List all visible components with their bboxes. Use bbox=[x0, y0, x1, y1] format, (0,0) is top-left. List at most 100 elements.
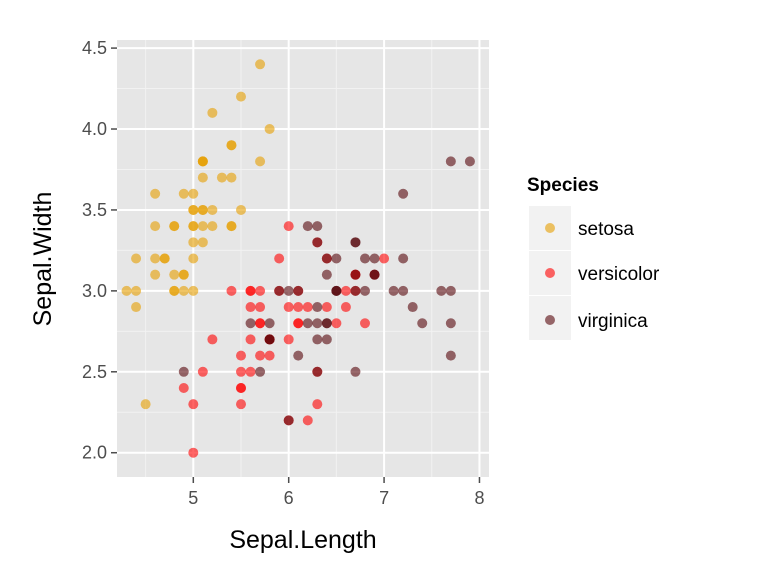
point-versicolor bbox=[188, 399, 199, 410]
point-setosa bbox=[188, 188, 199, 199]
point-virginica bbox=[283, 415, 294, 426]
point-versicolor bbox=[245, 334, 256, 345]
point-setosa bbox=[169, 285, 180, 296]
point-setosa bbox=[131, 253, 142, 264]
y-axis-title: Sepal.Width bbox=[29, 192, 57, 327]
point-setosa bbox=[188, 285, 199, 296]
point-virginica bbox=[360, 285, 370, 296]
point-versicolor bbox=[207, 334, 218, 345]
point-setosa bbox=[169, 269, 180, 280]
point-setosa bbox=[197, 237, 208, 248]
point-setosa bbox=[188, 237, 199, 248]
point-setosa bbox=[131, 285, 142, 296]
point-setosa bbox=[188, 253, 199, 264]
point-virginica bbox=[274, 285, 285, 296]
legend-label: versicolor bbox=[578, 264, 660, 285]
point-setosa bbox=[197, 156, 208, 167]
point-virginica bbox=[360, 253, 370, 264]
point-virginica bbox=[436, 285, 447, 296]
y-tick-label: 3.5 bbox=[82, 200, 107, 220]
point-setosa bbox=[188, 221, 199, 232]
point-versicolor bbox=[197, 366, 208, 377]
point-virginica bbox=[302, 318, 313, 329]
point-setosa bbox=[207, 204, 218, 215]
point-versicolor bbox=[255, 350, 266, 361]
point-virginica bbox=[178, 366, 189, 377]
point-versicolor bbox=[340, 285, 351, 296]
point-setosa bbox=[197, 172, 208, 183]
point-virginica bbox=[264, 318, 275, 329]
point-virginica bbox=[255, 366, 266, 377]
point-virginica bbox=[312, 366, 323, 377]
y-tick-label: 2.5 bbox=[82, 362, 107, 382]
point-setosa bbox=[197, 221, 208, 232]
point-versicolor bbox=[360, 318, 370, 329]
point-virginica bbox=[312, 237, 323, 248]
point-virginica bbox=[445, 285, 456, 296]
x-axis-title: Sepal.Length bbox=[229, 526, 376, 554]
point-versicolor bbox=[255, 302, 266, 313]
y-tick-label: 2.0 bbox=[82, 443, 107, 463]
legend: Species setosa versicolor virginica bbox=[527, 175, 660, 340]
point-virginica bbox=[312, 302, 323, 313]
point-virginica bbox=[445, 350, 456, 361]
point-setosa bbox=[236, 204, 246, 215]
point-versicolor bbox=[236, 399, 246, 410]
point-versicolor bbox=[293, 302, 304, 313]
point-setosa bbox=[159, 253, 170, 264]
point-virginica bbox=[398, 188, 409, 199]
point-virginica bbox=[398, 285, 409, 296]
point-versicolor bbox=[236, 382, 246, 393]
legend-item-virginica: virginica bbox=[529, 296, 648, 340]
point-setosa bbox=[216, 172, 227, 183]
point-versicolor bbox=[226, 285, 237, 296]
point-versicolor bbox=[264, 350, 275, 361]
point-versicolor bbox=[302, 415, 313, 426]
x-tick-label: 5 bbox=[188, 488, 198, 508]
point-virginica bbox=[369, 269, 380, 280]
point-virginica bbox=[321, 334, 332, 345]
legend-title: Species bbox=[527, 175, 599, 196]
point-virginica bbox=[293, 350, 304, 361]
point-setosa bbox=[121, 285, 132, 296]
point-virginica bbox=[312, 221, 323, 232]
point-virginica bbox=[350, 269, 361, 280]
point-virginica bbox=[331, 285, 342, 296]
point-versicolor bbox=[340, 302, 351, 313]
point-setosa bbox=[178, 269, 189, 280]
x-tick-labels: 5 6 7 8 bbox=[188, 488, 484, 508]
point-setosa bbox=[188, 204, 199, 215]
point-virginica bbox=[388, 285, 399, 296]
point-versicolor bbox=[245, 366, 256, 377]
point-versicolor bbox=[293, 318, 304, 329]
point-virginica bbox=[283, 285, 294, 296]
x-tick-label: 7 bbox=[379, 488, 389, 508]
point-versicolor bbox=[255, 285, 266, 296]
point-virginica bbox=[445, 318, 456, 329]
point-versicolor bbox=[245, 285, 256, 296]
point-setosa bbox=[131, 302, 142, 313]
y-tick-label: 4.5 bbox=[82, 38, 107, 58]
point-setosa bbox=[255, 59, 266, 70]
point-setosa bbox=[207, 221, 218, 232]
data-points bbox=[121, 59, 475, 458]
point-setosa bbox=[150, 269, 161, 280]
point-virginica bbox=[464, 156, 475, 167]
point-virginica bbox=[321, 318, 332, 329]
point-virginica bbox=[350, 285, 361, 296]
point-setosa bbox=[178, 188, 189, 199]
point-setosa bbox=[264, 124, 275, 135]
point-setosa bbox=[140, 399, 151, 410]
point-versicolor bbox=[178, 382, 189, 393]
point-virginica bbox=[331, 253, 342, 264]
point-setosa bbox=[197, 204, 208, 215]
point-setosa bbox=[255, 156, 266, 167]
point-virginica bbox=[445, 156, 456, 167]
point-setosa bbox=[150, 221, 161, 232]
major-gridlines bbox=[117, 40, 489, 477]
point-versicolor bbox=[274, 253, 285, 264]
legend-dot-setosa bbox=[545, 223, 555, 233]
axis-ticks bbox=[111, 47, 481, 483]
plot-panel bbox=[117, 40, 489, 477]
